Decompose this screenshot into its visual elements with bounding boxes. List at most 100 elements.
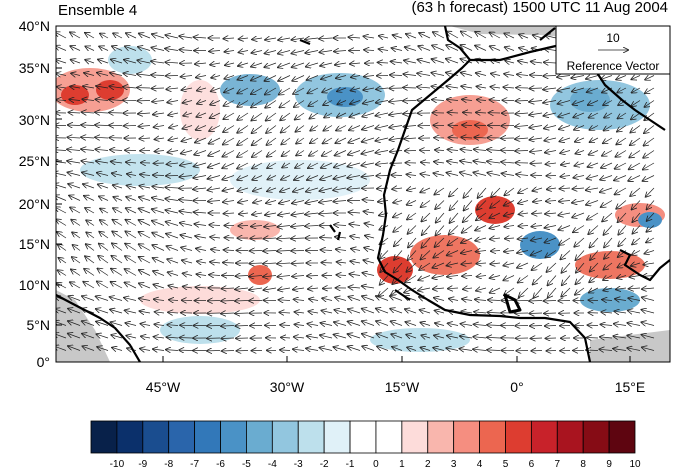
- wind-vector: [194, 150, 207, 155]
- wind-vector: [82, 321, 95, 326]
- wind-vector: [168, 286, 179, 288]
- wind-vector: [268, 176, 277, 180]
- wind-vector: [364, 50, 375, 51]
- wind-vector: [333, 201, 347, 202]
- wind-vector: [222, 176, 235, 180]
- wind-vector: [295, 312, 305, 313]
- wind-vector: [182, 88, 193, 90]
- wind-vector: [224, 38, 235, 39]
- wind-vector: [70, 32, 81, 39]
- colorbar-label: 2: [425, 459, 431, 470]
- wind-vector: [503, 87, 515, 88]
- wind-vector: [604, 113, 613, 118]
- wind-vector: [100, 209, 109, 213]
- wind-vector: [237, 87, 249, 93]
- wind-vector: [533, 188, 543, 191]
- wind-vector: [294, 299, 305, 300]
- wind-vector: [589, 275, 599, 283]
- wind-vector: [351, 249, 361, 251]
- wind-vector: [616, 150, 627, 157]
- wind-vector: [305, 213, 319, 215]
- wind-vector: [278, 38, 291, 40]
- wind-vector: [320, 176, 333, 180]
- wind-vector: [645, 100, 655, 107]
- wind-vector: [475, 238, 487, 241]
- wind-vector: [223, 150, 235, 157]
- wind-vector: [153, 175, 165, 176]
- wind-vector: [211, 76, 221, 78]
- colorbar-swatch: [530, 420, 558, 454]
- wind-vector: [293, 188, 305, 192]
- wind-vector: [645, 251, 655, 254]
- colorbar-label: -3: [294, 459, 303, 470]
- wind-vector: [407, 201, 417, 205]
- wind-vector: [548, 275, 557, 286]
- wind-vector: [56, 150, 67, 151]
- wind-vector: [603, 137, 613, 143]
- wind-vector: [252, 150, 263, 158]
- wind-vector: [461, 86, 473, 88]
- wind-vector: [195, 63, 207, 64]
- wind-vector: [139, 186, 151, 188]
- wind-vector: [96, 322, 109, 326]
- wind-vector: [72, 257, 81, 264]
- wind-vector: [97, 347, 109, 351]
- wind-vector: [267, 162, 277, 168]
- wind-vector: [628, 175, 641, 181]
- wind-vector: [71, 60, 81, 63]
- wind-vector: [221, 326, 235, 327]
- wind-vector: [421, 212, 431, 221]
- colorbar-label: -5: [242, 459, 251, 470]
- wind-vector: [154, 299, 165, 300]
- wind-vector: [529, 301, 543, 302]
- reference-vector-box: 10 Reference Vector: [555, 25, 671, 75]
- wind-vector: [85, 46, 95, 50]
- wind-vector: [573, 225, 585, 233]
- wind-vector: [404, 60, 417, 63]
- wind-vector: [282, 163, 291, 168]
- wind-vector: [435, 323, 445, 325]
- wind-vector: [643, 263, 655, 265]
- wind-vector: [505, 238, 515, 239]
- wind-vector: [490, 46, 501, 50]
- wind-vector: [573, 188, 585, 189]
- wind-vector: [630, 137, 641, 145]
- wind-vector: [139, 232, 151, 239]
- wind-vector: [319, 213, 333, 214]
- wind-vector: [461, 311, 473, 313]
- wind-vector: [601, 76, 613, 80]
- wind-vector: [529, 313, 543, 314]
- wind-vector: [252, 176, 263, 180]
- colorbar-swatch: [194, 420, 221, 454]
- wind-vector: [348, 309, 361, 313]
- wind-vector: [210, 63, 221, 65]
- wind-vector: [310, 112, 319, 119]
- wind-vector: [348, 334, 361, 338]
- wind-vector: [615, 299, 627, 301]
- wind-vector: [530, 163, 543, 164]
- wind-vector: [72, 232, 81, 239]
- wind-vector: [561, 176, 571, 177]
- wind-vector: [68, 309, 81, 314]
- wind-vector: [210, 237, 221, 238]
- wind-vector: [179, 211, 193, 213]
- wind-vector: [529, 126, 543, 128]
- wind-vector: [588, 100, 599, 106]
- wind-vector: [604, 125, 613, 131]
- wind-vector: [519, 35, 529, 39]
- wind-vector: [151, 48, 165, 51]
- colorbar-label: 3: [451, 459, 457, 470]
- ensemble-title: Ensemble 4: [58, 2, 138, 19]
- wind-vector: [335, 237, 347, 238]
- wind-vector: [418, 288, 431, 291]
- wind-vector: [518, 187, 529, 193]
- wind-vector: [264, 62, 277, 67]
- wind-vector: [125, 310, 137, 313]
- wind-vector: [98, 184, 109, 188]
- wind-vector: [86, 220, 95, 226]
- wind-vector: [628, 298, 641, 300]
- wind-vector: [237, 112, 249, 120]
- wind-vector: [557, 88, 571, 91]
- wind-vector: [264, 288, 277, 290]
- wind-vector: [68, 125, 81, 126]
